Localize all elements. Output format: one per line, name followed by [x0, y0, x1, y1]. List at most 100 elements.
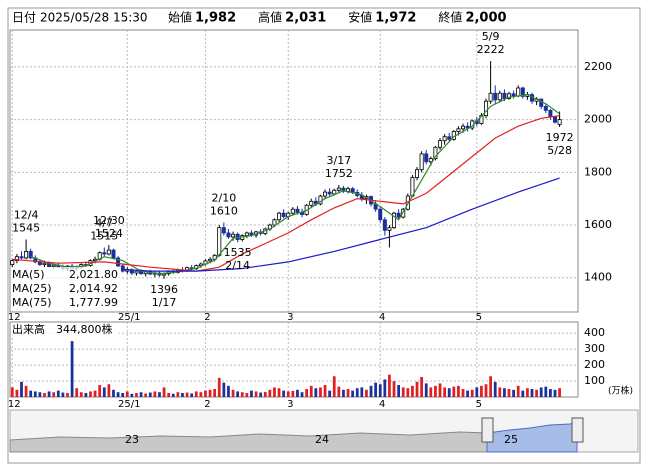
- volume-bar: [484, 384, 488, 397]
- volume-bar: [231, 389, 235, 397]
- annotation-date: 12/4: [14, 209, 39, 222]
- candle-body: [208, 258, 213, 262]
- candle-body: [277, 212, 282, 221]
- volume-bar: [351, 390, 355, 397]
- candle-body: [332, 189, 337, 195]
- volume-bar: [328, 390, 332, 397]
- candle-body: [488, 92, 493, 102]
- x-tick-label: 5: [476, 312, 482, 323]
- volume-bar: [544, 386, 548, 397]
- volume-bar: [263, 391, 267, 397]
- volume-bar: [171, 393, 175, 397]
- volume-bar: [388, 374, 391, 397]
- annotation-date: 12/30: [93, 214, 125, 227]
- volume-bar: [452, 386, 456, 397]
- volume-bar: [539, 387, 543, 397]
- annotation-date: 5/9: [482, 30, 500, 43]
- volume-bar: [355, 388, 359, 397]
- volume-bar: [429, 387, 433, 397]
- volume-bar: [438, 383, 442, 397]
- x-tick-label: 12: [8, 399, 21, 410]
- y-tick-label: 200: [584, 358, 605, 371]
- volume-bar: [245, 393, 249, 397]
- header-date: 2025/05/28 15:30: [40, 11, 148, 25]
- candle-body: [19, 256, 24, 259]
- volume-bar: [236, 391, 240, 397]
- volume-bar: [480, 385, 483, 397]
- annotation-value: 2222: [477, 43, 505, 56]
- y-tick-label: 400: [584, 326, 605, 339]
- annotation-date: 2/14: [225, 259, 250, 272]
- candle-body: [231, 233, 236, 238]
- volume-bar: [346, 389, 350, 397]
- y-tick-label: 300: [584, 342, 605, 355]
- volume-bar: [208, 389, 212, 397]
- volume-bar: [309, 385, 313, 397]
- y-tick-label: 2000: [584, 113, 612, 126]
- ma-line: [30, 93, 560, 275]
- candle-body: [516, 87, 521, 97]
- navigator-label: 24: [315, 433, 329, 446]
- volume-bar: [516, 385, 520, 397]
- candle-body: [493, 92, 498, 101]
- volume-bar: [75, 388, 79, 397]
- annotation-value: 1972: [546, 131, 574, 144]
- volume-bar: [360, 387, 364, 397]
- volume-bar: [406, 388, 410, 397]
- volume-bar: [38, 392, 42, 397]
- annotation-date: 5/28: [547, 144, 572, 157]
- header-value: 1,982: [195, 11, 236, 26]
- candle-body: [382, 219, 387, 231]
- volume-bar: [84, 393, 88, 397]
- x-tick-label: 2: [204, 312, 210, 323]
- y-tick-label: 1600: [584, 218, 612, 231]
- volume-bar: [466, 390, 469, 397]
- navigator-handle-left[interactable]: [481, 417, 494, 443]
- candle-body: [102, 252, 107, 255]
- legend-value: 2,014.92: [69, 282, 118, 295]
- volume-bar: [240, 392, 244, 397]
- candle-body: [419, 153, 424, 171]
- volume-bar: [15, 389, 19, 397]
- candle-body: [507, 93, 512, 99]
- candle-body: [111, 249, 116, 259]
- candle-body: [557, 119, 562, 125]
- volume-bar: [204, 390, 207, 397]
- candle-body: [281, 212, 286, 217]
- candle-body: [323, 191, 328, 197]
- volume-bar: [153, 391, 157, 397]
- volume-bar: [493, 381, 497, 397]
- volume-bar: [144, 393, 148, 397]
- y-tick-label: 1800: [584, 165, 612, 178]
- legend-name: MA(25): [12, 282, 52, 295]
- candle-body: [350, 188, 355, 193]
- x-tick-label: 25/1: [118, 312, 140, 323]
- candle-body: [438, 140, 443, 148]
- volume-bar: [549, 389, 552, 397]
- candle-body: [226, 232, 231, 238]
- volume-bar: [521, 390, 525, 397]
- candle-body: [24, 250, 29, 259]
- volume-bar: [93, 390, 97, 397]
- y-tick-label: 100: [584, 374, 605, 387]
- candle-body: [433, 146, 438, 160]
- volume-bar: [378, 384, 382, 397]
- candle-body: [392, 212, 397, 229]
- volume-bar: [66, 393, 69, 397]
- legend-value: 2,021.80: [69, 268, 118, 281]
- volume-bar: [116, 392, 120, 397]
- candle-body: [221, 227, 226, 234]
- header-value: 2,031: [285, 11, 326, 26]
- candle-body: [272, 219, 277, 226]
- volume-bar: [148, 392, 152, 397]
- candle-body: [428, 158, 433, 163]
- x-tick-label: 4: [379, 312, 385, 323]
- candle-body: [134, 270, 139, 274]
- volume-bar: [424, 383, 428, 397]
- navigator-handle-right[interactable]: [571, 417, 584, 443]
- volume-bar: [319, 387, 322, 397]
- volume-bar: [52, 392, 56, 397]
- annotation-date: 3/17: [326, 154, 351, 167]
- navigator-label: 25: [504, 433, 518, 446]
- volume-bar: [296, 389, 299, 397]
